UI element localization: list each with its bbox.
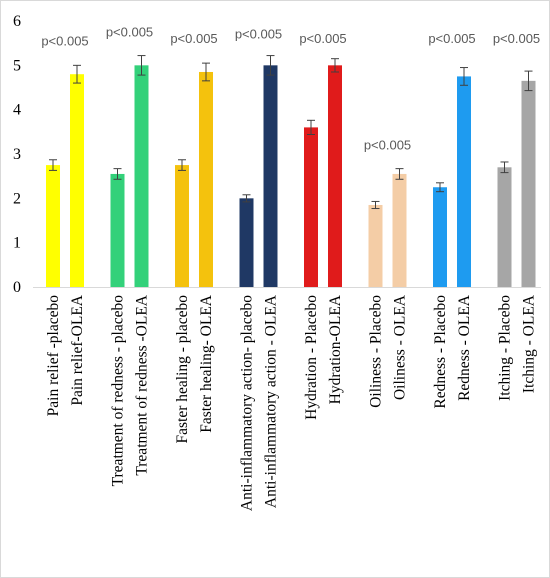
bar xyxy=(46,165,60,287)
y-tick-label: 5 xyxy=(13,57,21,74)
y-tick-label: 4 xyxy=(13,102,21,119)
bar xyxy=(521,80,536,287)
category-label: Pain relief -placebo xyxy=(45,295,62,417)
bar xyxy=(199,71,213,287)
y-tick-label: 6 xyxy=(13,13,21,30)
category-label: Oiliness - OLEA xyxy=(392,294,409,400)
bar xyxy=(304,127,318,288)
p-value-annotation: p<0.005 xyxy=(41,33,88,48)
bar xyxy=(134,65,149,287)
p-value-annotation: p<0.005 xyxy=(364,138,411,153)
p-value-annotation: p<0.005 xyxy=(493,31,540,46)
category-label: Itching - Placebo xyxy=(497,295,514,401)
y-tick-label: 1 xyxy=(13,235,21,252)
category-label: Faster healing- OLEA xyxy=(198,294,215,433)
category-label: Faster healing - placebo xyxy=(174,295,191,444)
category-label: Treatment of redness - placebo xyxy=(110,295,127,487)
category-label: Oiliness - Placebo xyxy=(368,295,385,408)
bar xyxy=(457,76,471,288)
y-tick-label: 3 xyxy=(13,146,21,163)
category-label: Itching - OLEA xyxy=(521,294,538,393)
bar xyxy=(433,187,447,287)
p-value-annotation: p<0.005 xyxy=(299,31,346,46)
bar xyxy=(497,167,512,287)
bar xyxy=(392,173,407,287)
category-label: Treatment of redness -OLEA xyxy=(134,294,151,475)
category-label: Redness - Placebo xyxy=(432,295,449,409)
bar xyxy=(70,74,84,287)
y-tick-label: 2 xyxy=(13,190,21,207)
category-label: Anti-inflammatory action- placebo xyxy=(239,295,256,511)
p-value-annotation: p<0.005 xyxy=(106,25,153,40)
p-value-annotation: p<0.005 xyxy=(428,31,475,46)
bar xyxy=(239,198,254,287)
category-label: Hydration-OLEA xyxy=(327,294,344,404)
category-label: Hydration - Placebo xyxy=(303,295,320,420)
p-value-annotation: p<0.005 xyxy=(235,27,282,42)
bar xyxy=(328,65,342,287)
p-value-annotation: p<0.005 xyxy=(170,31,217,46)
category-label: Pain relief-OLEA xyxy=(69,294,86,405)
y-tick-label: 0 xyxy=(13,279,21,296)
bar xyxy=(110,173,125,287)
bar xyxy=(263,65,278,287)
category-label: Redness - OLEA xyxy=(456,294,473,401)
bar xyxy=(175,165,189,287)
bar xyxy=(368,204,383,287)
category-label: Anti-inflammatory action - OLEA xyxy=(263,294,280,508)
